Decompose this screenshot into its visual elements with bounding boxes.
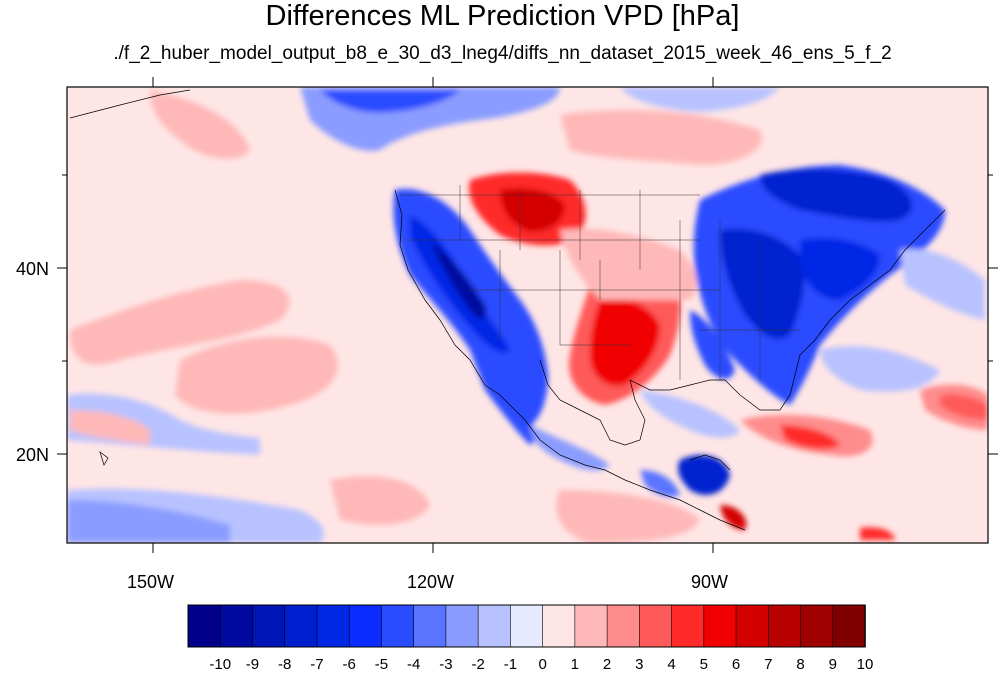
axis-ticks <box>57 77 998 553</box>
difference-field <box>67 87 988 543</box>
lon-label-150w: 150W <box>127 572 175 592</box>
colorbar-cell <box>252 604 286 648</box>
colorbar-cell <box>477 604 512 648</box>
colorbar-cell <box>574 604 608 648</box>
colorbar-cell <box>284 604 318 648</box>
colorbar-tick-label: 4 <box>667 656 676 673</box>
colorbar-tick-label: -9 <box>245 656 260 673</box>
colorbar-tick-label: 1 <box>570 656 580 673</box>
colorbar-cell <box>219 604 254 648</box>
colorbar-tick-label: 3 <box>635 656 644 673</box>
colorbar-frame <box>187 604 866 648</box>
lat-label-20n: 20N <box>16 445 50 465</box>
colorbar-cell <box>606 604 641 648</box>
colorbar-tick-label: -8 <box>278 656 292 673</box>
colorbar-cell <box>381 604 415 648</box>
colorbar-tick-label: 10 <box>856 656 874 673</box>
colorbar-cell <box>510 604 544 648</box>
colorbar-tick-label: -3 <box>439 656 453 673</box>
state-borders <box>400 185 800 380</box>
colorbar-cell <box>671 604 705 648</box>
colorbar-cell <box>832 604 866 648</box>
colorbar-cell <box>542 604 576 648</box>
map-frame <box>66 86 989 544</box>
lon-label-120w: 120W <box>407 572 455 592</box>
colorbar-tick-label: 7 <box>764 656 773 673</box>
map-subtitle: ./f_2_huber_model_output_b8_e_30_d3_lneg… <box>113 43 892 64</box>
colorbar-tick-label: 8 <box>796 656 805 673</box>
colorbar-tick-label: -7 <box>310 656 324 673</box>
colorbar-tick-label: -1 <box>503 656 518 673</box>
colorbar-cell <box>639 604 673 648</box>
colorbar-tick-label: -4 <box>406 656 421 673</box>
colorbar-tick-label: 2 <box>602 656 612 673</box>
lat-label-40n: 40N <box>16 259 50 279</box>
colorbar-cell <box>800 604 834 648</box>
lon-label-90w: 90W <box>691 572 729 592</box>
colorbar-cell <box>735 604 770 648</box>
colorbar-cell <box>413 604 447 648</box>
colorbar-cell <box>316 604 350 648</box>
colorbar-tick-label: -2 <box>471 656 485 673</box>
colorbar-cell <box>187 604 222 648</box>
colorbar-tick-label: 9 <box>828 656 837 673</box>
colorbar-tick-label: -5 <box>374 656 389 673</box>
colorbar-cell <box>767 604 802 648</box>
colorbar-tick-label: 6 <box>731 656 741 673</box>
colorbar-cell <box>703 604 737 648</box>
colorbar-tick-label: 0 <box>538 656 547 673</box>
colorbar-tick-label: -6 <box>342 656 356 673</box>
colorbar-cell <box>348 604 383 648</box>
colorbar-cells <box>187 604 866 648</box>
colorbar-cell <box>445 604 479 648</box>
map-title: Differences ML Prediction VPD [hPa] <box>265 0 740 32</box>
coastlines <box>69 89 946 531</box>
colorbar-tick-label: -10 <box>209 656 232 673</box>
colorbar-tick-label: 5 <box>699 656 708 673</box>
